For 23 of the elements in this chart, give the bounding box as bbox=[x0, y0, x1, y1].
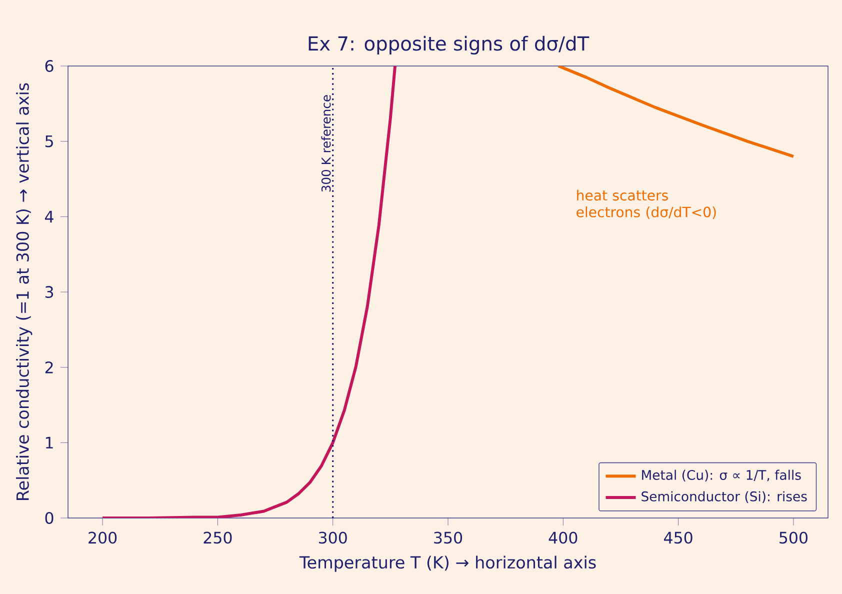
y-tick-label: 0 bbox=[45, 512, 54, 524]
y-tick-label: 3 bbox=[45, 286, 54, 298]
y-tick-label: 2 bbox=[45, 361, 53, 374]
x-tick-label: 400 bbox=[548, 532, 578, 544]
x-tick-label: 300 bbox=[318, 532, 347, 544]
legend-label: Semiconductor (Si): rises bbox=[642, 491, 807, 503]
x-tick-label: 350 bbox=[434, 532, 462, 544]
x-axis-title: Temperature T (K) → horizontal axis bbox=[299, 556, 596, 572]
ref-line-label: 300 K reference bbox=[321, 95, 331, 192]
y-tick-label: 4 bbox=[45, 210, 54, 222]
y-tick-label: 1 bbox=[46, 436, 53, 448]
x-tick-label: 450 bbox=[664, 532, 692, 544]
line-series bbox=[557, 66, 795, 158]
y-axis-title: Relative conductivity (=1 at 300 K) → vertical axis bbox=[16, 83, 32, 500]
chart-title: Ex 7: opposite signs of dσ/dT bbox=[308, 36, 590, 55]
x-tick-label: 500 bbox=[780, 532, 808, 544]
x-tick-label: 250 bbox=[204, 532, 232, 544]
line-series bbox=[101, 66, 397, 518]
y-tick-label: 6 bbox=[45, 60, 54, 72]
legend-label: Metal (Cu): σ ∝ 1/T, falls bbox=[642, 470, 801, 482]
y-tick-label: 5 bbox=[45, 135, 53, 148]
x-tick-label: 200 bbox=[88, 532, 117, 544]
annotation: heat scatters electrons (dσ/dT<0) bbox=[576, 190, 716, 219]
